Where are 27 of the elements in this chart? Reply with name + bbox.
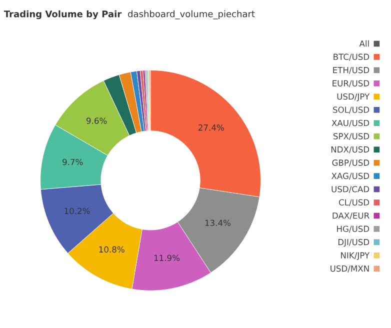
chart-title: Trading Volume by Pair xyxy=(4,10,122,20)
legend-label: EUR/USD xyxy=(332,80,370,88)
legend-label: GBP/USD xyxy=(332,160,370,166)
legend-label: XAU/USD xyxy=(332,120,370,127)
legend-label: DJI/USD xyxy=(338,238,370,247)
legend-label: USD/JPY xyxy=(337,93,370,102)
data-label: 9.7% xyxy=(62,158,83,166)
legend-label: XAG/USD xyxy=(332,172,370,180)
legend-label: HG/USD xyxy=(337,226,370,233)
legend-label: SOL/USD xyxy=(333,106,370,114)
data-label: 11.9% xyxy=(154,254,180,262)
legend-label: NDX/USD xyxy=(331,146,370,154)
legend-label: USD/CAD xyxy=(332,186,370,193)
data-label: 9.6% xyxy=(86,118,107,124)
chart-subtitle: dashboard_volume_piechart xyxy=(128,10,255,20)
legend-label: ETH/USD xyxy=(333,66,370,74)
data-label: 10.8% xyxy=(99,246,124,253)
data-label: 27.4% xyxy=(198,124,224,131)
legend-label: CL/USD xyxy=(338,199,370,206)
data-label: 13.4% xyxy=(205,220,231,226)
legend-label: SPX/USD xyxy=(334,133,370,140)
legend-label: USD/MXN xyxy=(330,265,369,272)
legend-label: All xyxy=(359,40,369,47)
legend-label: DAX/EUR xyxy=(332,212,370,220)
legend-label: BTC/USD xyxy=(334,54,370,61)
data-label: 10.2% xyxy=(64,208,90,214)
legend-label: NIK/JPY xyxy=(341,252,370,260)
